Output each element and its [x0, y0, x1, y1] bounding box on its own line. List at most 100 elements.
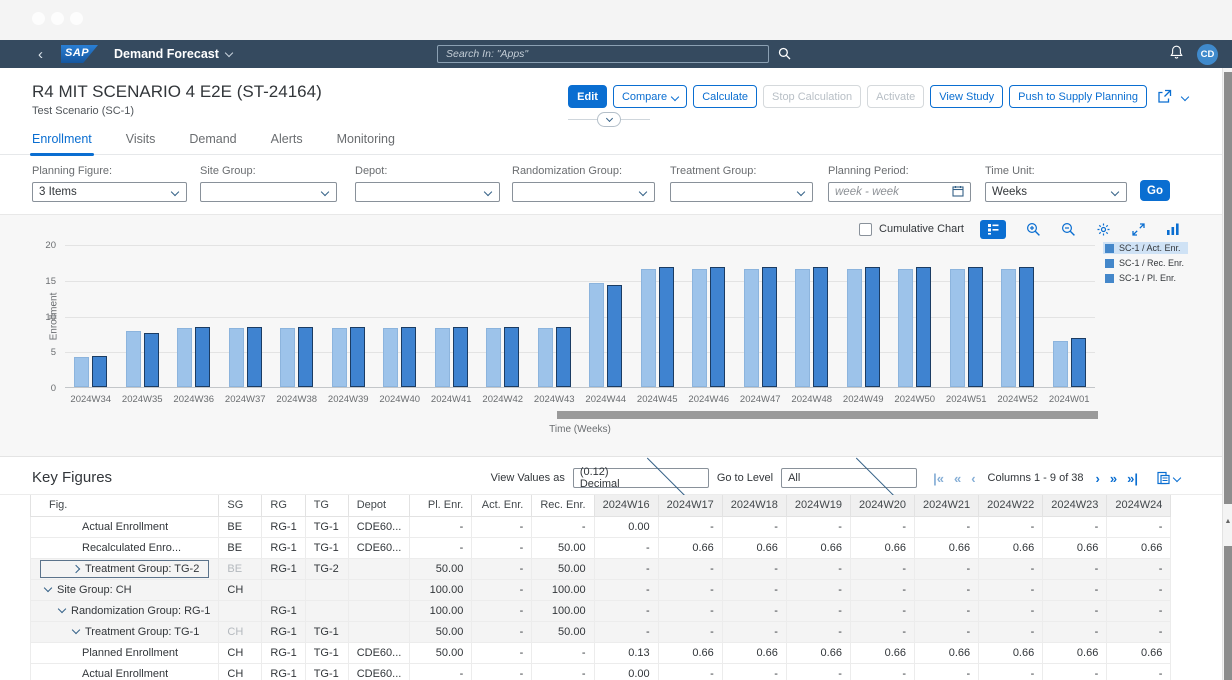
chart-type-icon[interactable] [1166, 222, 1180, 236]
window-close-icon[interactable] [32, 12, 45, 25]
zoom-out-icon[interactable] [1061, 222, 1076, 237]
bar-sc-1-rec-enr-2024w44[interactable] [589, 283, 604, 387]
column-header-2024w17[interactable]: 2024W17 [658, 495, 722, 516]
filter-select-treatment-group[interactable] [670, 182, 813, 202]
compare-button[interactable]: Compare [613, 85, 687, 108]
bar-sc-1-rec-enr-2024w37[interactable] [229, 328, 244, 387]
column-header-2024w23[interactable]: 2024W23 [1043, 495, 1107, 516]
filter-select-time-unit[interactable]: Weeks [985, 182, 1127, 202]
bar-sc-1-rec-enr-2024w51[interactable] [950, 269, 965, 387]
table-row[interactable]: Planned EnrollmentCHRG-1TG-1CDE60...50.0… [31, 642, 1171, 663]
bar-sc-1-rec-enr-2024w40[interactable] [383, 328, 398, 387]
bar-sc-1-rec-enr-2024w39[interactable] [332, 328, 347, 387]
window-maximize-icon[interactable] [70, 12, 83, 25]
next-column-icon[interactable]: › [1096, 472, 1100, 485]
table-row[interactable]: Treatment Group: TG-1CHRG-1TG-150.00-50.… [31, 621, 1171, 642]
search-icon[interactable] [778, 47, 791, 65]
collapse-node-icon[interactable] [44, 584, 52, 592]
bar-sc-1-pl-enr-2024w46[interactable] [710, 267, 725, 387]
bar-sc-1-pl-enr-2024w39[interactable] [350, 327, 365, 387]
push-to-supply-planning-button[interactable]: Push to Supply Planning [1009, 85, 1147, 108]
bar-sc-1-pl-enr-2024w42[interactable] [504, 327, 519, 387]
prev-page-columns-icon[interactable]: « [954, 472, 961, 485]
app-title-menu[interactable]: Demand Forecast [114, 47, 232, 61]
bar-sc-1-rec-enr-2024w38[interactable] [280, 328, 295, 387]
tab-demand[interactable]: Demand [187, 129, 238, 155]
column-header-rg[interactable]: RG [262, 495, 305, 516]
next-page-columns-icon[interactable]: » [1110, 472, 1117, 485]
bar-sc-1-pl-enr-2024w52[interactable] [1019, 267, 1034, 387]
bar-sc-1-pl-enr-2024w41[interactable] [453, 327, 468, 387]
bar-sc-1-rec-enr-2024w01[interactable] [1053, 341, 1068, 387]
window-minimize-icon[interactable] [51, 12, 64, 25]
bar-sc-1-pl-enr-2024w37[interactable] [247, 327, 262, 387]
calendar-icon[interactable] [952, 185, 964, 200]
bar-sc-1-rec-enr-2024w43[interactable] [538, 328, 553, 387]
bar-sc-1-rec-enr-2024w42[interactable] [486, 328, 501, 387]
tab-alerts[interactable]: Alerts [269, 129, 305, 155]
bar-sc-1-pl-enr-2024w40[interactable] [401, 327, 416, 387]
view-values-as-select[interactable]: (0.12) Decimal [573, 468, 709, 488]
bar-sc-1-pl-enr-2024w48[interactable] [813, 267, 828, 387]
view-study-button[interactable]: View Study [930, 85, 1003, 108]
collapse-node-icon[interactable] [72, 626, 80, 634]
back-icon[interactable]: ‹ [38, 47, 43, 62]
calculate-button[interactable]: Calculate [693, 85, 757, 108]
bar-sc-1-pl-enr-2024w50[interactable] [916, 267, 931, 387]
bar-sc-1-rec-enr-2024w46[interactable] [692, 269, 707, 387]
bar-sc-1-rec-enr-2024w52[interactable] [1001, 269, 1016, 387]
bar-sc-1-rec-enr-2024w41[interactable] [435, 328, 450, 387]
search-input[interactable] [437, 45, 769, 63]
export-menu-button[interactable] [1156, 471, 1180, 485]
filter-select-randomization-group[interactable] [512, 182, 655, 202]
share-icon[interactable] [1157, 89, 1172, 104]
page-scrollbar-thumb[interactable] [1224, 72, 1232, 504]
zoom-in-icon[interactable] [1026, 222, 1041, 237]
sap-logo[interactable]: SAP [61, 45, 98, 63]
legend-item-sc-1-pl-enr[interactable]: SC-1 / Pl. Enr. [1103, 272, 1188, 284]
bar-sc-1-pl-enr-2024w36[interactable] [195, 327, 210, 387]
go-button[interactable]: Go [1140, 180, 1170, 201]
tab-enrollment[interactable]: Enrollment [30, 129, 94, 155]
bar-sc-1-rec-enr-2024w34[interactable] [74, 357, 89, 387]
bar-sc-1-pl-enr-2024w01[interactable] [1071, 338, 1086, 387]
collapse-header-button[interactable] [597, 112, 621, 127]
column-header-sg[interactable]: SG [219, 495, 262, 516]
collapse-node-icon[interactable] [58, 605, 66, 613]
column-header-2024w18[interactable]: 2024W18 [722, 495, 786, 516]
bar-sc-1-rec-enr-2024w49[interactable] [847, 269, 862, 387]
more-actions-icon[interactable] [1182, 94, 1188, 100]
bar-sc-1-rec-enr-2024w36[interactable] [177, 328, 192, 387]
page-scrollbar[interactable]: ▲ [1222, 68, 1232, 680]
column-header-tg[interactable]: TG [305, 495, 348, 516]
legend-item-sc-1-rec-enr[interactable]: SC-1 / Rec. Enr. [1103, 257, 1188, 269]
avatar[interactable]: CD [1197, 44, 1218, 65]
show-legend-toggle-button[interactable] [980, 220, 1006, 239]
legend-item-sc-1-act-enr[interactable]: SC-1 / Act. Enr. [1103, 242, 1188, 254]
table-scroll-up-icon[interactable]: ▲ [1224, 518, 1232, 525]
column-header-2024w20[interactable]: 2024W20 [850, 495, 914, 516]
column-header-act-enr[interactable]: Act. Enr. [472, 495, 532, 516]
cumulative-chart-checkbox-field[interactable]: Cumulative Chart [859, 223, 964, 236]
table-row[interactable]: Actual EnrollmentBERG-1TG-1CDE60...---0.… [31, 516, 1171, 537]
go-to-level-select[interactable]: All [781, 468, 917, 488]
table-row[interactable]: Actual EnrollmentCHRG-1TG-1CDE60...---0.… [31, 663, 1171, 680]
table-row[interactable]: Site Group: CHCH100.00-100.00--------- [31, 579, 1171, 600]
bar-sc-1-rec-enr-2024w35[interactable] [126, 331, 141, 387]
column-header-fig[interactable]: Fig. [31, 495, 219, 516]
table-row[interactable]: Treatment Group: TG-2BERG-1TG-250.00-50.… [31, 558, 1171, 579]
bar-sc-1-pl-enr-2024w43[interactable] [556, 327, 571, 387]
column-header-depot[interactable]: Depot [348, 495, 410, 516]
last-columns-icon[interactable]: »| [1127, 472, 1138, 485]
bar-sc-1-pl-enr-2024w35[interactable] [144, 333, 159, 387]
tab-visits[interactable]: Visits [124, 129, 158, 155]
table-row[interactable]: Randomization Group: RG-1RG-1100.00-100.… [31, 600, 1171, 621]
bar-sc-1-pl-enr-2024w47[interactable] [762, 267, 777, 387]
edit-button[interactable]: Edit [568, 85, 607, 108]
filter-select-planning-figure[interactable]: 3 Items [32, 182, 187, 202]
column-header-2024w16[interactable]: 2024W16 [594, 495, 658, 516]
prev-column-icon[interactable]: ‹ [971, 472, 975, 485]
column-header-2024w22[interactable]: 2024W22 [979, 495, 1043, 516]
column-header-2024w19[interactable]: 2024W19 [786, 495, 850, 516]
tab-monitoring[interactable]: Monitoring [335, 129, 397, 155]
